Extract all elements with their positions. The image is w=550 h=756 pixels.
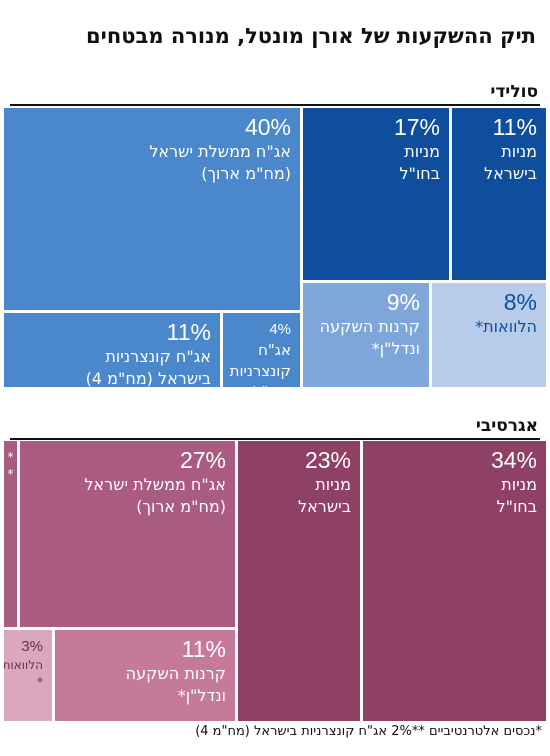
tile-category-label: אג"ח xyxy=(258,341,291,359)
tile-category-label: אג"ח ממשלת ישראל xyxy=(149,142,291,161)
treemap-tile: 8% הלוואות* xyxy=(432,283,546,387)
section-rule xyxy=(10,104,540,106)
tile-category-label: אג"ח ממשלת ישראל xyxy=(84,475,226,494)
tile-value-label: 11% xyxy=(181,636,226,662)
tile-value-label: 23% xyxy=(304,447,351,473)
treemap-tile: 23% מניות בישראל xyxy=(238,441,360,721)
treemap-tile: * * xyxy=(4,441,17,627)
tile-category-label: קרנות השקעה xyxy=(319,317,420,336)
chart-title: תיק ההשקעות של אורן מונטל, מנורה מבטחים xyxy=(86,24,536,48)
tile-value-label: 4% xyxy=(269,321,291,338)
tile-category-label: (מח"מ ארוך) xyxy=(201,164,291,183)
section-header-aggressive: אגרסיבי xyxy=(10,416,540,440)
tile-category-label: בחו"ל xyxy=(399,164,440,183)
tile-category-label: מניות xyxy=(501,142,537,161)
tile-category-label: בישראל xyxy=(484,164,537,183)
treemap-tile: 17% מניות בחו"ל xyxy=(303,108,449,280)
treemap-tile: 4% אג"ח קונצרניות בחו"ל xyxy=(223,313,300,387)
treemap-tile: 11% אג"ח קונצרניות בישראל (מח"מ 4) xyxy=(4,313,220,387)
tile-category-label: מניות xyxy=(315,475,351,494)
tile-value-label: 11% xyxy=(166,319,211,345)
tile-category-label: ונדל"ן* xyxy=(177,686,226,705)
tile-category-label: מניות xyxy=(501,475,537,494)
tile-category-label: * xyxy=(7,467,14,481)
tile-value-label: 34% xyxy=(490,447,537,473)
tile-category-label: בחו"ל xyxy=(229,382,291,387)
tile-category-label: קרנות השקעה xyxy=(125,664,226,683)
section-title-aggressive: אגרסיבי xyxy=(475,416,538,436)
tile-category-label: הלוואות xyxy=(4,658,43,672)
tile-category-label: * xyxy=(37,675,43,689)
tile-category-label: ונדל"ן* xyxy=(371,339,420,358)
tile-value-label: 9% xyxy=(386,289,420,315)
tile-category-label: (מח"מ ארוך) xyxy=(136,497,226,516)
section-header-solid: סולידי xyxy=(10,82,540,106)
tile-value-label: 27% xyxy=(179,447,226,473)
tile-value-label: 11% xyxy=(492,114,537,140)
tile-value-label: 17% xyxy=(393,114,440,140)
treemap-tile: 27% אג"ח ממשלת ישראל (מח"מ ארוך) xyxy=(20,441,235,627)
tile-value-label: 3% xyxy=(21,638,43,655)
tile-category-label: * xyxy=(7,450,14,464)
tile-category-label: בישראל xyxy=(298,497,351,516)
tile-category-label: הלוואות* xyxy=(475,317,537,336)
section-title-solid: סולידי xyxy=(490,82,538,102)
tile-value-label: 40% xyxy=(244,114,291,140)
tile-category-label: בישראל (מח"מ 4) xyxy=(85,369,211,387)
treemap-tile: 3% הלוואות * xyxy=(4,630,52,721)
treemap-tile: 9% קרנות השקעה ונדל"ן* xyxy=(303,283,429,387)
treemap-tile: 11% מניות בישראל xyxy=(452,108,546,280)
treemap-tile: 34% מניות בחו"ל xyxy=(363,441,546,721)
tile-category-label: קונצרניות xyxy=(229,362,291,380)
tile-category-label: בחו"ל xyxy=(496,497,537,516)
treemap-tile: 11% קרנות השקעה ונדל"ן* xyxy=(55,630,235,721)
tile-category-label: אג"ח קונצרניות xyxy=(105,347,211,366)
tile-category-label: מניות xyxy=(404,142,440,161)
tile-value-label: 8% xyxy=(503,289,537,315)
footnote: *נכסים אלטרנטיביים **2% אג"ח קונצרניות ב… xyxy=(195,724,542,739)
section-rule xyxy=(10,438,540,440)
treemap-tile: 40% אג"ח ממשלת ישראל (מח"מ ארוך) xyxy=(4,108,300,310)
